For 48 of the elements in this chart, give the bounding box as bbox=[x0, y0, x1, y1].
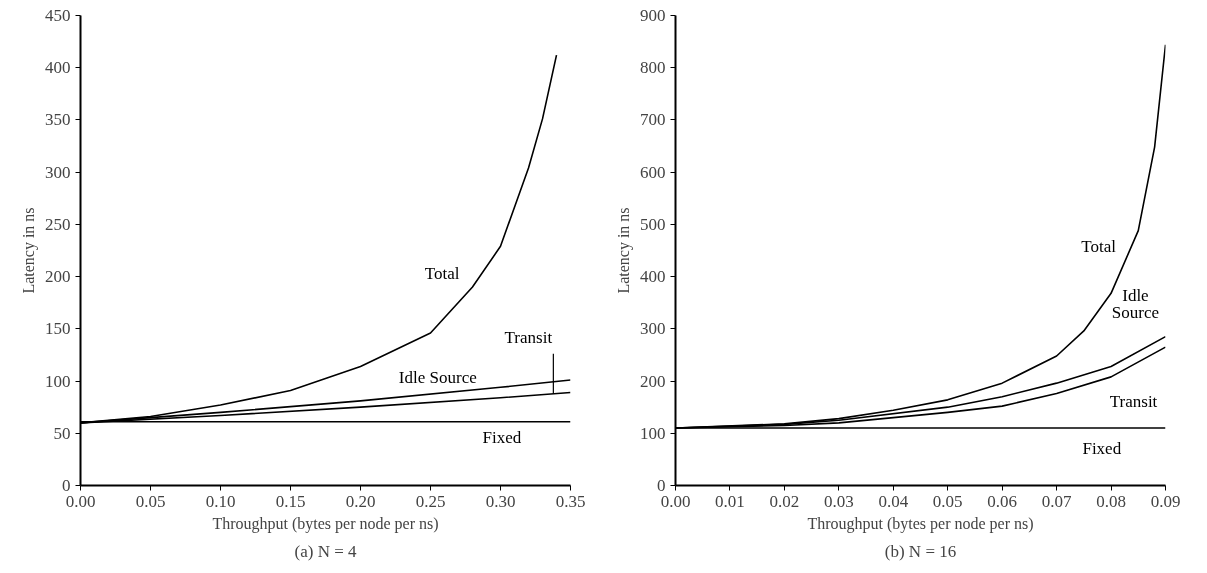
x-tick-label: 0.07 bbox=[1041, 491, 1072, 511]
x-tick-label: 0.20 bbox=[345, 491, 376, 511]
y-tick-label: 800 bbox=[640, 58, 666, 78]
y-tick-label: 300 bbox=[45, 162, 71, 182]
y-tick-label: 100 bbox=[640, 423, 666, 443]
text: (a) N = 4 bbox=[294, 541, 357, 561]
series-label: Total bbox=[424, 264, 460, 284]
y-tick-label: 100 bbox=[45, 371, 71, 391]
y-tick-label: 400 bbox=[45, 58, 71, 78]
y-axis-title: Latency in ns bbox=[615, 207, 633, 294]
x-tick-label: 0.06 bbox=[987, 491, 1018, 511]
series-label: Idle Source bbox=[1111, 285, 1160, 322]
y-tick-label: 350 bbox=[45, 110, 71, 130]
x-tick-label: 0.05 bbox=[135, 491, 166, 511]
x-tick-label: 0.08 bbox=[1096, 491, 1126, 511]
y-tick-label: 300 bbox=[640, 319, 666, 339]
y-tick-label: 450 bbox=[45, 6, 71, 25]
x-tick-label: 0.05 bbox=[932, 491, 963, 511]
y-tick-label: 700 bbox=[640, 110, 666, 130]
x-tick-label: 0.35 bbox=[555, 491, 586, 511]
x-tick-label: 0.04 bbox=[878, 491, 909, 511]
x-tick-label: 0.25 bbox=[415, 491, 446, 511]
y-tick-label: 600 bbox=[640, 162, 666, 182]
x-tick-label: 0.10 bbox=[205, 491, 236, 511]
series-label: Total bbox=[1081, 236, 1117, 256]
y-tick-label: 500 bbox=[640, 214, 666, 234]
x-axis-title: Throughput (bytes per node per ns) bbox=[212, 514, 439, 533]
y-tick-label: 250 bbox=[45, 214, 71, 234]
x-tick-label: 0.09 bbox=[1150, 491, 1181, 511]
y-tick-label: 900 bbox=[640, 6, 666, 25]
y-tick-label: 200 bbox=[45, 267, 71, 287]
y-tick-label: 50 bbox=[53, 423, 71, 443]
y-axis-title: Latency in ns bbox=[20, 207, 38, 294]
text: (b) N = 16 bbox=[884, 541, 957, 561]
text: Transit bbox=[504, 327, 553, 347]
y-tick-label: 200 bbox=[640, 371, 666, 391]
x-tick-label: 0.01 bbox=[715, 491, 745, 511]
x-tick-label: 0.03 bbox=[823, 491, 854, 511]
x-tick-label: 0.02 bbox=[769, 491, 800, 511]
series-label: Fixed bbox=[1082, 438, 1122, 458]
x-tick-label: 0.15 bbox=[275, 491, 306, 511]
x-tick-label: 0.30 bbox=[485, 491, 516, 511]
series-label: Fixed bbox=[482, 428, 522, 448]
x-axis-title: Throughput (bytes per node per ns) bbox=[807, 514, 1034, 533]
y-tick-label: 150 bbox=[45, 319, 71, 339]
series-label: Transit bbox=[1109, 392, 1158, 412]
y-tick-label: 400 bbox=[640, 267, 666, 287]
series-label: Idle Source bbox=[398, 367, 477, 387]
